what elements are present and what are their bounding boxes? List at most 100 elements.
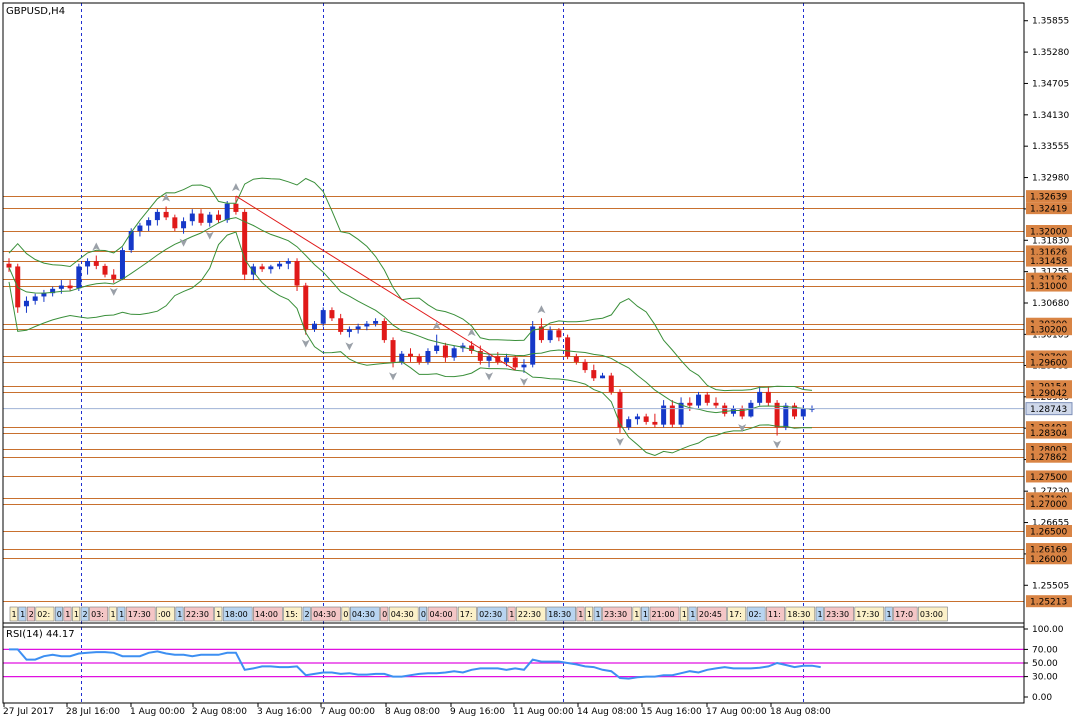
bear-candle [294,261,300,286]
bear-candle [381,321,387,341]
bear-candle [6,263,12,268]
bull-candle [434,345,440,351]
session-label: 1 [177,610,182,619]
fractal-down-icon [519,377,528,386]
session-label: 1 [643,610,648,619]
level-price-box [1026,245,1072,258]
bull-candle [783,405,789,428]
bear-candle [259,266,265,270]
session-label: 0 [343,610,348,619]
session-box [546,606,576,622]
bull-candle [634,416,640,420]
level-price-box [1026,552,1072,565]
bear-candle [512,357,518,368]
price-tick-label: 1.31255 [1032,268,1069,278]
level-price-label: 1.28304 [1030,429,1067,439]
session-box [54,606,63,622]
bull-candle [85,261,91,267]
session-box [125,606,156,622]
level-price-box [1026,225,1072,237]
bull-candle [757,391,763,403]
bull-candle [425,351,431,362]
session-box [35,606,55,622]
time-tick-label: 3 Aug 16:00 [257,707,312,717]
bear-candle [303,285,309,330]
bull-candle [696,394,702,406]
level-price-box [1026,497,1072,510]
bear-candle [739,408,745,417]
level-price-label: 1.26000 [1030,555,1067,565]
bear-candle [338,318,344,332]
bear-candle [67,285,73,289]
session-label: 2 [305,610,310,619]
level-price-label: 1.27500 [1030,473,1067,483]
level-price-label: 1.32000 [1030,228,1067,238]
fractal-down-icon [389,372,398,381]
level-price-label: 1.28003 [1030,446,1067,456]
session-label: 14:00 [255,610,278,619]
price-tick-label: 1.26655 [1032,519,1069,529]
level-price-label: 1.26169 [1030,546,1067,556]
bear-candle [608,375,614,392]
price-tick-label: 1.30680 [1032,299,1069,309]
session-label: 1 [887,610,892,619]
bull-candle [809,408,815,410]
bull-candle [285,261,291,264]
level-price-box [1026,595,1072,608]
fractal-down-icon [773,440,782,449]
session-box [311,606,341,622]
bull-candle [626,419,632,428]
bear-candle [408,353,413,357]
bear-candle [442,345,448,358]
fractal-down-icon [109,287,118,296]
session-box [18,606,27,622]
price-tick-label: 1.35280 [1032,48,1069,58]
session-label: 18:30 [548,610,571,619]
session-label: 17:30 [128,610,151,619]
bear-candle [556,330,562,338]
fractal-down-icon [485,372,494,381]
session-box [350,606,380,622]
bear-candle [765,391,771,403]
bear-candle [573,356,579,362]
time-axis: 27 Jul 2017 28 Jul 16:00 1 Aug 00:00 2 Aug … [3,703,831,717]
session-label: 2 [83,610,88,619]
session-box [283,606,303,622]
bull-candle [224,203,230,221]
fractal-up-icon [467,328,476,337]
bear-candle [172,217,178,229]
session-box [785,606,816,622]
bull-candle [277,263,283,267]
bear-candle [163,211,169,218]
price-tick-label: 1.33555 [1032,142,1069,152]
bull-candle [119,250,125,279]
session-label: 1 [74,610,79,619]
session-label: :00 [158,610,171,619]
bear-candle [198,213,204,223]
time-tick-label: 7 Aug 00:00 [320,707,375,717]
session-label: 02:30 [479,610,502,619]
session-box [602,606,632,622]
session-box [26,606,35,622]
session-label: 03:00 [920,610,943,619]
session-box [222,606,253,622]
level-price-box [1026,525,1072,537]
session-label: 22:30 [186,610,209,619]
bull-candle [399,353,405,362]
bear-candle [722,405,728,414]
level-price-box [1026,426,1072,439]
session-label: 1 [65,610,70,619]
fractal-up-icon [231,183,240,192]
time-tick-label: 2 Aug 08:00 [192,707,247,717]
bull-candle [451,348,457,358]
session-label: 17: [460,610,473,619]
bear-candle [102,265,108,275]
bull-candle [128,231,134,251]
session-box [815,606,824,622]
session-label: 2 [29,610,34,619]
level-price-box [1026,355,1072,368]
rsi-tick-label: 50.00 [1032,659,1058,669]
session-box [688,606,697,622]
session-label: 1 [578,610,583,619]
bear-candle [477,351,483,361]
